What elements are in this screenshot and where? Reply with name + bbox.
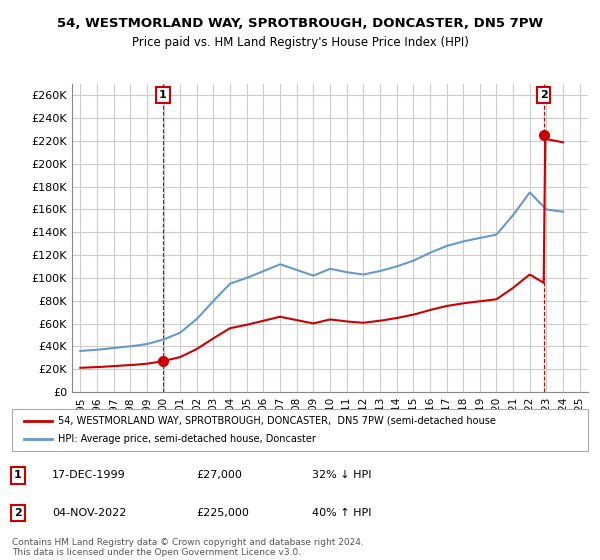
Text: 2: 2 bbox=[540, 90, 548, 100]
Text: 2: 2 bbox=[14, 508, 22, 518]
Text: 04-NOV-2022: 04-NOV-2022 bbox=[52, 508, 127, 518]
FancyBboxPatch shape bbox=[12, 409, 588, 451]
Text: 17-DEC-1999: 17-DEC-1999 bbox=[52, 470, 126, 480]
Text: £225,000: £225,000 bbox=[196, 508, 249, 518]
Text: 54, WESTMORLAND WAY, SPROTBROUGH, DONCASTER, DN5 7PW: 54, WESTMORLAND WAY, SPROTBROUGH, DONCAS… bbox=[57, 17, 543, 30]
Text: 32% ↓ HPI: 32% ↓ HPI bbox=[311, 470, 371, 480]
Text: 1: 1 bbox=[159, 90, 167, 100]
Text: Contains HM Land Registry data © Crown copyright and database right 2024.
This d: Contains HM Land Registry data © Crown c… bbox=[12, 538, 364, 557]
Text: 40% ↑ HPI: 40% ↑ HPI bbox=[311, 508, 371, 518]
Text: Price paid vs. HM Land Registry's House Price Index (HPI): Price paid vs. HM Land Registry's House … bbox=[131, 36, 469, 49]
Text: HPI: Average price, semi-detached house, Doncaster: HPI: Average price, semi-detached house,… bbox=[58, 434, 316, 444]
Text: 1: 1 bbox=[14, 470, 22, 480]
Text: 54, WESTMORLAND WAY, SPROTBROUGH, DONCASTER,  DN5 7PW (semi-detached house: 54, WESTMORLAND WAY, SPROTBROUGH, DONCAS… bbox=[58, 416, 496, 426]
Text: £27,000: £27,000 bbox=[196, 470, 242, 480]
